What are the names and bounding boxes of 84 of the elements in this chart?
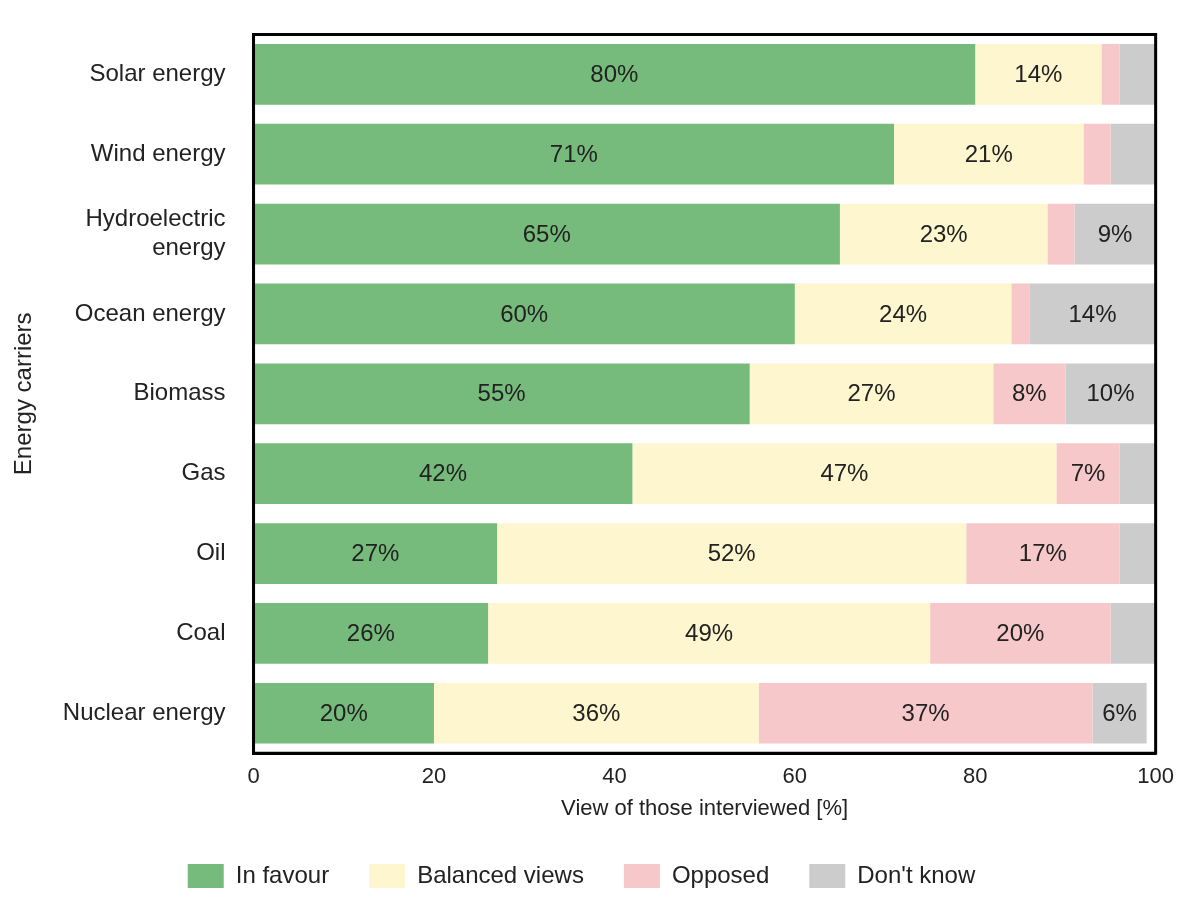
bar [1110,123,1156,185]
bar [1092,682,1147,744]
bar [794,283,1012,345]
data-label: 71% [549,139,598,167]
bar [966,523,1120,584]
y-tick-label: Gas [181,458,226,486]
bar [433,682,759,744]
x-axis-title: View of those interviewed [%] [561,794,849,820]
x-tick-label: 40 [602,763,627,789]
x-tick-label: 20 [421,763,447,789]
data-label: 49% [685,619,734,647]
y-tick-label: Hydroelectric energy [85,204,226,261]
bar [1119,443,1156,505]
bar [1119,43,1156,105]
data-label: 60% [500,299,549,327]
data-label: 52% [707,539,756,567]
x-tick-label: 80 [962,763,988,789]
data-label: 23% [919,219,968,247]
data-label: 36% [572,698,621,726]
data-label: 10% [1086,379,1135,407]
data-label: 6% [1102,698,1137,726]
bar [253,682,434,744]
bar [1083,123,1111,185]
bar [1047,203,1075,265]
bar [1029,283,1156,345]
x-tick-label: 60 [782,763,808,789]
data-label: 26% [346,619,395,647]
y-tick-label: Nuclear energy [62,697,226,725]
bar [253,603,489,664]
bar [253,283,795,345]
data-label: 27% [351,539,400,567]
data-label: 14% [1014,59,1063,87]
bar [1011,283,1030,345]
data-label: 9% [1097,219,1133,247]
legend-label: Don't know [857,860,976,888]
bar [839,203,1048,265]
data-label: 20% [996,619,1045,647]
bar [253,203,840,265]
y-tick-label: Solar energy [89,58,226,86]
bar [253,443,633,505]
bar [1101,43,1120,105]
bar [1119,523,1156,584]
bar [749,363,994,425]
bar [1110,603,1156,664]
data-label: 27% [847,379,896,407]
bar [253,363,750,425]
data-label: 21% [964,139,1013,167]
y-tick-label: Wind energy [90,138,226,166]
data-label: 14% [1068,299,1117,327]
x-tick-label: 0 [247,763,260,789]
bar [758,682,1093,744]
data-label: 7% [1070,459,1106,487]
bar [253,123,895,185]
data-label: 65% [522,219,571,247]
data-label: 8% [1012,379,1047,407]
bar [253,523,498,584]
bar [488,603,931,664]
data-label: 42% [418,459,468,487]
bar [253,43,976,105]
y-tick-label: Ocean energy [74,298,226,326]
data-label: 80% [590,59,639,87]
data-label: 55% [477,379,526,407]
bar [975,43,1102,105]
bar [1074,203,1156,265]
data-label: 37% [901,698,950,726]
data-label: 47% [820,459,869,487]
legend-label: In favour [235,860,330,888]
y-tick-label: Coal [176,618,226,646]
bar [497,523,967,584]
x-tick-label: 100 [1137,763,1175,789]
legend-label: Balanced views [417,860,584,888]
bar [894,123,1084,185]
data-label: 24% [879,299,928,327]
y-tick-label: Oil [196,538,226,566]
data-label: 20% [319,698,368,726]
legend-label: Opposed [671,860,770,888]
y-axis-title: Energy carriers [9,312,37,476]
bar [930,603,1111,664]
bar [1056,443,1120,505]
data-label: 17% [1018,539,1067,567]
y-tick-label: Biomass [133,378,226,406]
bar [632,443,1057,505]
bar [993,363,1066,425]
bar [1065,363,1156,425]
